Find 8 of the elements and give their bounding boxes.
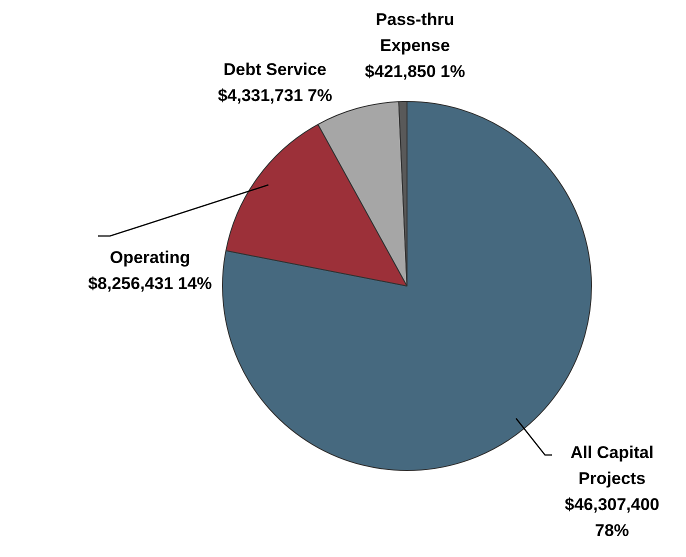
slice-label: Operating (110, 248, 190, 268)
data-label: $4,331,731 7% (218, 86, 332, 106)
data-label: $421,850 1% (364, 62, 466, 82)
slice-label: Pass-thru Expense (376, 10, 454, 56)
data-label: $46,307,400 78% (564, 495, 660, 540)
slice-label: Debt Service (224, 60, 326, 80)
slice-label: All Capital Projects (570, 443, 654, 488)
data-label: $8,256,431 14% (88, 274, 212, 294)
